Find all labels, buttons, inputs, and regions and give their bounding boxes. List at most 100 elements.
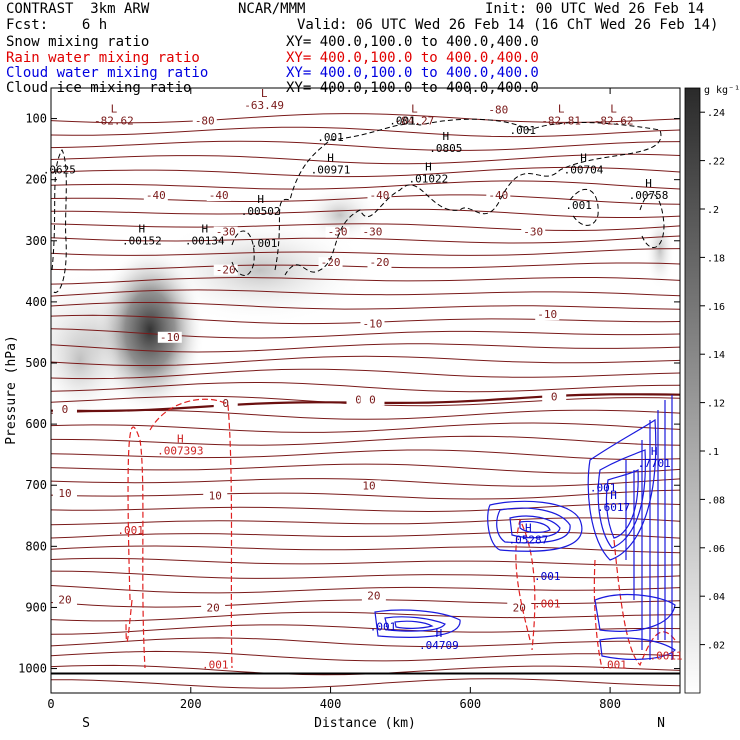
isotherm-line xyxy=(51,289,680,297)
extremum-value: .0625 xyxy=(43,164,76,177)
extremum-value: .001 xyxy=(251,237,278,250)
isotherm-label-bg xyxy=(213,264,238,276)
isotherm-line xyxy=(51,478,680,487)
field-label-cloud-water: Cloud water mixing ratio xyxy=(6,65,209,81)
extremum-value: .0805 xyxy=(429,142,462,155)
isotherm-label: -40 xyxy=(146,189,166,202)
isotherm-label-bg xyxy=(346,394,371,406)
isotherm-label-bg xyxy=(201,602,226,614)
extremum-value: .00502 xyxy=(241,205,281,218)
colorbar-tick-label: .18 xyxy=(707,253,725,264)
isotherm-label: 10 xyxy=(209,490,222,503)
extremum-value: .00704 xyxy=(564,164,604,177)
axes: 0 200 400 600 800100200300400500600700800900… xyxy=(18,88,680,711)
field-xy-rain: XY= 400.0,100.0 to 400.0,400.0 xyxy=(286,50,539,66)
extremum-value: .001 xyxy=(534,597,561,610)
isotherm-line xyxy=(51,235,680,244)
isotherm-line xyxy=(51,463,680,474)
rain-water-contour xyxy=(125,398,676,669)
field-xy-snow: XY= 400.0,100.0 to 400.0,400.0 xyxy=(286,34,539,50)
isotherm-label: -10 xyxy=(537,308,557,321)
extremum-value: .001 xyxy=(117,524,144,537)
isotherm-line xyxy=(51,650,680,662)
isotherm-line xyxy=(51,343,680,353)
isotherm-label: 0 xyxy=(551,391,558,404)
isotherm-label-bg xyxy=(535,309,560,321)
isotherm-line xyxy=(51,611,680,622)
y-tick-label: 300 xyxy=(25,234,47,248)
isotherm-label: 0 xyxy=(62,403,69,416)
isotherm-label-bg xyxy=(367,257,392,269)
isotherm-label-bg xyxy=(356,480,381,492)
field-label-rain: Rain water mixing ratio xyxy=(6,50,200,66)
extremum-marker: H xyxy=(645,177,652,190)
isotherm-line xyxy=(51,678,680,689)
extremum-marker: H xyxy=(177,433,184,446)
extremum-value: .6017 xyxy=(597,501,630,514)
isotherm-line xyxy=(51,503,680,513)
isotherm-line xyxy=(51,435,680,446)
extremum-marker: H xyxy=(651,445,658,458)
forecast-hour: Fcst: 6 h xyxy=(6,17,108,33)
extremum-value: .05287 xyxy=(508,533,548,546)
extremum-value: .001 xyxy=(534,570,561,583)
extremum-value: .00152 xyxy=(122,234,162,247)
isotherm-line xyxy=(51,262,680,271)
isotherm-line xyxy=(51,113,680,124)
isotherm-label-bg xyxy=(360,318,385,330)
extremum-marker: H xyxy=(436,627,443,640)
isotherm-label-bg xyxy=(157,331,182,343)
isotherm-label-bg xyxy=(143,190,168,201)
extremum-marker: H xyxy=(425,161,432,174)
isotherm-line xyxy=(51,449,680,461)
extremum-marker: H xyxy=(139,222,146,235)
y-tick-label: 500 xyxy=(25,356,47,370)
extremum-value: .00971 xyxy=(311,164,351,177)
extremum-marker: H xyxy=(327,152,334,165)
x-tick-label: 200 xyxy=(180,697,202,711)
isotherm-line xyxy=(51,208,680,218)
extremum-value: .001 xyxy=(370,621,397,634)
isotherm-label: -30 xyxy=(523,226,543,239)
x-axis-label: Distance (km) xyxy=(314,716,416,731)
x-end-label-left: S xyxy=(82,716,90,731)
cloud-water-contour xyxy=(374,395,676,660)
isotherm-label: -40 xyxy=(209,189,229,202)
isotherm-line xyxy=(51,126,680,138)
isotherm-line xyxy=(51,223,680,232)
isotherm-label-bg xyxy=(507,602,532,614)
isotherm-line xyxy=(51,180,680,190)
isotherm-label-bg xyxy=(486,190,511,201)
x-tick-label: 0 xyxy=(47,697,54,711)
isotherm-label-bg xyxy=(318,257,343,269)
extremum-value: .01022 xyxy=(409,173,449,186)
isotherm-line xyxy=(51,517,680,526)
isotherm-label: 0 xyxy=(355,394,362,407)
extremum-marker: H xyxy=(525,521,532,534)
isotherm-label-bg xyxy=(52,594,77,606)
isotherm-label-bg xyxy=(213,226,238,238)
field-xy-cloud-water: XY= 400.0,100.0 to 400.0,400.0 xyxy=(286,65,539,81)
extremum-value: .001 xyxy=(590,481,617,494)
extremum-marker: L xyxy=(411,103,418,116)
colorbar-units: g kg⁻¹ xyxy=(704,85,740,96)
isotherm-label: -80 xyxy=(195,114,215,127)
extremum-value: .04709 xyxy=(419,639,459,652)
isotherm-label: 20 xyxy=(367,589,380,602)
isotherm-label-bg xyxy=(325,226,350,238)
extremum-value: -84.27 xyxy=(395,115,435,128)
colorbar-tick-label: .22 xyxy=(707,157,725,168)
colorbar-tick-label: .06 xyxy=(707,544,725,555)
x-tick-label: 400 xyxy=(320,697,342,711)
colorbar-tick-label: .14 xyxy=(707,350,725,361)
isotherm-label: -10 xyxy=(160,331,180,344)
isotherm-label-bg xyxy=(361,590,386,602)
colorbar-tick-label: .24 xyxy=(707,108,725,119)
isotherm-line xyxy=(51,368,680,380)
model-title: CONTRAST 3km ARW xyxy=(6,1,150,17)
x-tick-label: 600 xyxy=(459,697,481,711)
isotherm-line xyxy=(51,489,680,500)
extremum-value: .00134 xyxy=(185,234,225,247)
isotherm-label-bg xyxy=(360,226,385,238)
isotherm-label: 0 xyxy=(369,394,376,407)
